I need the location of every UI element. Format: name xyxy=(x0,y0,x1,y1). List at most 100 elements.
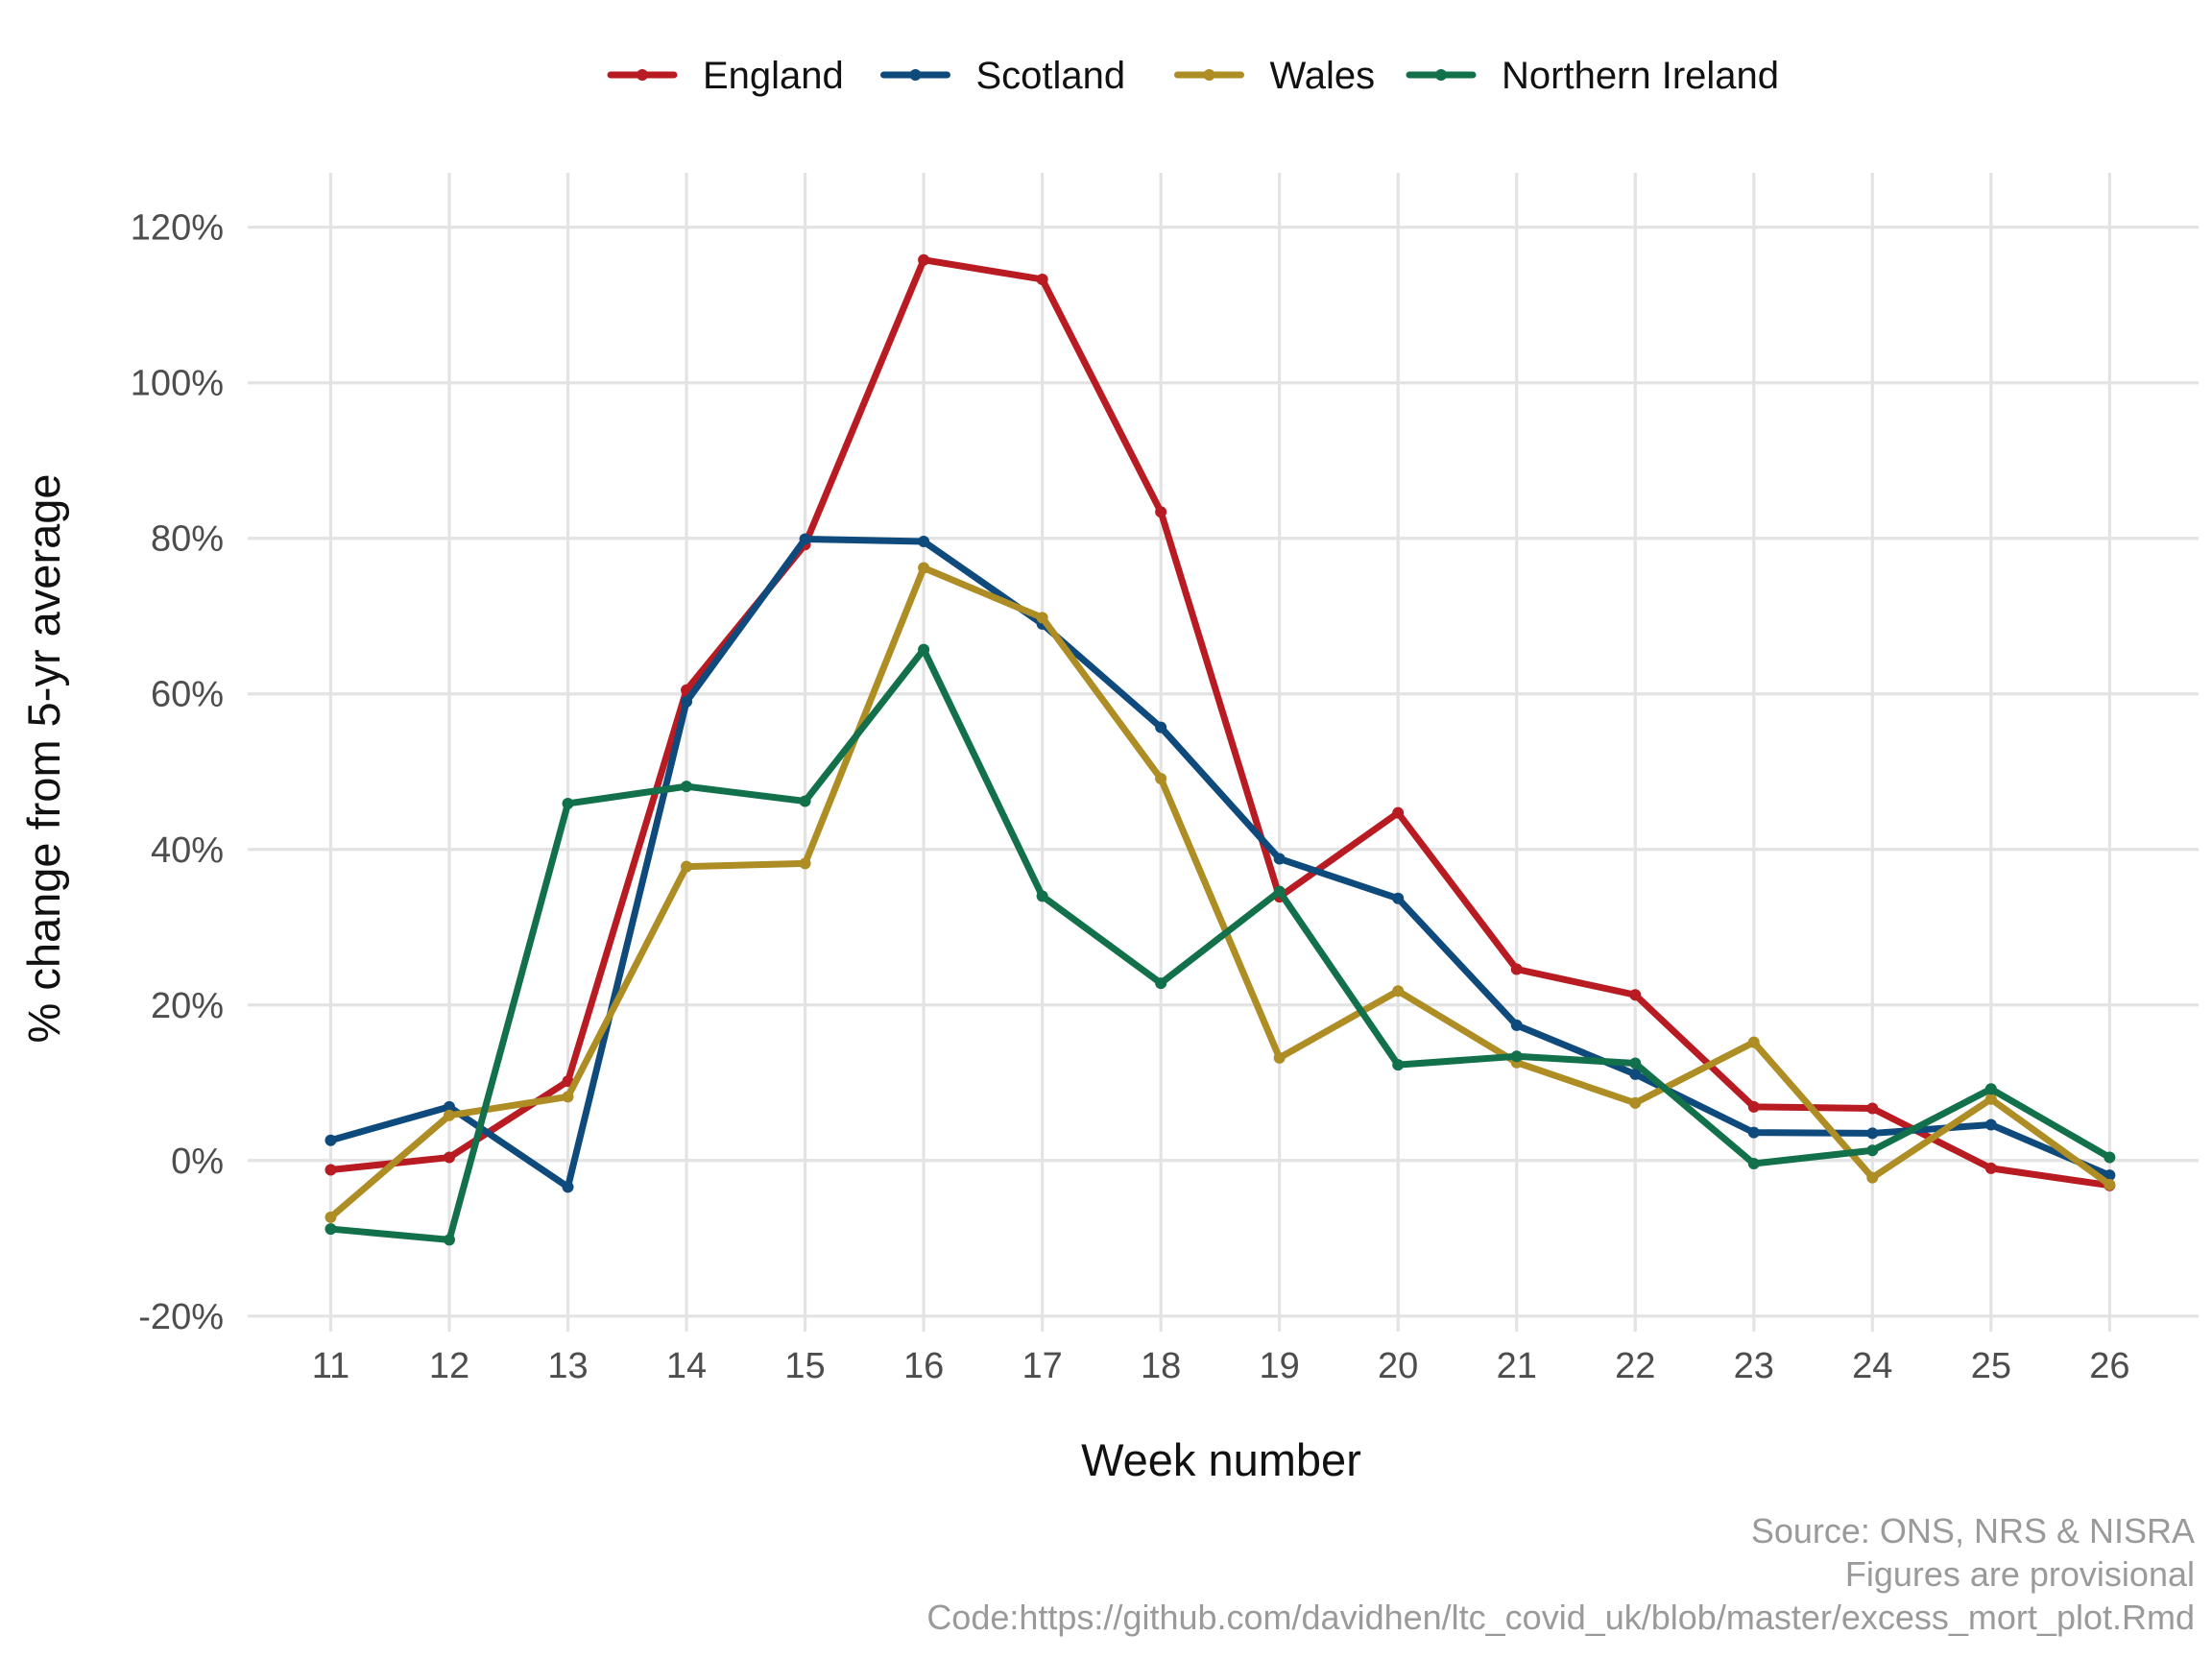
legend-key-point-england xyxy=(637,69,648,81)
caption-source: Source: ONS, NRS & NISRA xyxy=(1751,1511,2195,1551)
x-tick-label: 14 xyxy=(666,1346,707,1386)
x-tick-label: 17 xyxy=(1022,1346,1062,1386)
legend-label-england: England xyxy=(703,55,844,97)
caption: Source: ONS, NRS & NISRA Figures are pro… xyxy=(926,1511,2195,1637)
x-tick-label: 13 xyxy=(547,1346,588,1386)
y-tick-label: 80% xyxy=(151,519,224,560)
data-point-wales xyxy=(1984,1093,1997,1105)
series-scotland xyxy=(325,533,2116,1193)
series-northern-ireland xyxy=(325,643,2116,1246)
data-point-england xyxy=(1510,963,1523,975)
data-point-wales xyxy=(562,1091,574,1103)
y-tick-label: 40% xyxy=(151,830,224,871)
data-point-scotland xyxy=(1984,1118,1997,1131)
data-point-scotland xyxy=(1866,1127,1879,1140)
data-point-england xyxy=(1747,1100,1760,1113)
data-point-england xyxy=(325,1164,337,1176)
data-point-scotland xyxy=(443,1100,455,1113)
data-point-wales xyxy=(1629,1096,1642,1109)
data-point-england xyxy=(1036,273,1048,285)
x-tick-label: 16 xyxy=(903,1346,944,1386)
data-point-england xyxy=(918,253,930,266)
data-point-wales xyxy=(918,562,930,574)
data-point-northern-ireland xyxy=(443,1234,455,1246)
x-tick-label: 12 xyxy=(429,1346,469,1386)
data-point-northern-ireland xyxy=(1629,1057,1642,1070)
series-line-wales xyxy=(326,565,2113,1221)
data-point-england xyxy=(443,1151,455,1164)
legend-label-northern-ireland: Northern Ireland xyxy=(1502,55,1779,97)
data-point-england xyxy=(1866,1102,1879,1115)
legend-key-point-scotland xyxy=(909,69,922,81)
legend-item-england: England xyxy=(607,55,844,97)
data-point-wales xyxy=(1155,773,1167,785)
legend-item-northern-ireland: Northern Ireland xyxy=(1406,55,1779,97)
data-point-northern-ireland xyxy=(1273,885,1286,898)
data-point-northern-ireland xyxy=(1510,1050,1523,1063)
data-point-northern-ireland xyxy=(1866,1144,1879,1157)
data-point-northern-ireland xyxy=(1036,890,1048,902)
y-axis-tick-labels: -20% 0% 20% 40% 60% 80% 100% 120% xyxy=(131,208,224,1337)
data-point-northern-ireland xyxy=(1984,1083,1997,1095)
data-point-northern-ireland xyxy=(1155,977,1167,990)
legend-label-wales: Wales xyxy=(1270,55,1376,97)
series-line-scotland xyxy=(326,536,2113,1190)
data-point-wales xyxy=(1747,1036,1760,1048)
data-point-scotland xyxy=(1510,1019,1523,1031)
x-axis-title: Week number xyxy=(1081,1434,1361,1485)
caption-code-link: Code:https://github.com/davidhen/ltc_cov… xyxy=(926,1598,2195,1637)
data-point-wales xyxy=(325,1211,337,1223)
data-point-wales xyxy=(1866,1171,1879,1184)
y-tick-label: 0% xyxy=(171,1142,224,1182)
series-wales xyxy=(325,562,2116,1223)
data-point-scotland xyxy=(1392,892,1405,904)
x-tick-label: 20 xyxy=(1378,1346,1418,1386)
x-tick-label: 25 xyxy=(1971,1346,2011,1386)
x-tick-label: 11 xyxy=(312,1346,349,1386)
data-point-scotland xyxy=(2104,1169,2116,1182)
data-point-england xyxy=(1392,806,1405,819)
caption-provisional: Figures are provisional xyxy=(1845,1554,2195,1594)
legend-key-point-northern-ireland xyxy=(1435,69,1447,81)
data-point-scotland xyxy=(1155,721,1167,733)
y-tick-label: -20% xyxy=(138,1297,224,1337)
data-point-wales xyxy=(1036,612,1048,624)
data-point-scotland xyxy=(1747,1126,1760,1139)
data-point-northern-ireland xyxy=(2104,1151,2116,1164)
legend-key-point-wales xyxy=(1203,69,1215,81)
data-point-northern-ireland xyxy=(918,643,930,656)
x-tick-label: 26 xyxy=(2089,1346,2129,1386)
x-axis-tick-labels: 11 12 13 14 15 16 17 18 19 20 21 22 23 24 25 26 xyxy=(312,1346,2130,1386)
x-tick-label: 18 xyxy=(1141,1346,1181,1386)
x-tick-label: 19 xyxy=(1260,1346,1300,1386)
x-tick-label: 21 xyxy=(1497,1346,1537,1386)
data-point-wales xyxy=(681,860,693,873)
y-tick-label: 20% xyxy=(151,986,224,1026)
y-tick-label: 100% xyxy=(131,364,224,404)
y-tick-label: 120% xyxy=(131,208,224,249)
x-tick-label: 23 xyxy=(1734,1346,1774,1386)
data-point-england xyxy=(1984,1162,1997,1174)
data-point-england xyxy=(1629,989,1642,1001)
data-point-scotland xyxy=(1629,1068,1642,1080)
series-lines xyxy=(325,253,2116,1246)
data-point-wales xyxy=(799,857,811,870)
data-point-wales xyxy=(1273,1051,1286,1064)
data-point-scotland xyxy=(799,533,811,545)
y-tick-label: 60% xyxy=(151,675,224,715)
data-point-wales xyxy=(1392,985,1405,998)
x-tick-label: 24 xyxy=(1852,1346,1892,1386)
data-point-scotland xyxy=(1273,853,1286,865)
data-point-england xyxy=(1155,506,1167,518)
data-point-northern-ireland xyxy=(681,781,693,793)
data-point-northern-ireland xyxy=(1747,1158,1760,1170)
legend: England Scotland Wales Northern Ireland xyxy=(607,55,1779,97)
data-point-northern-ireland xyxy=(562,797,574,809)
data-point-scotland xyxy=(325,1134,337,1146)
data-point-scotland xyxy=(918,535,930,547)
x-tick-label: 22 xyxy=(1615,1346,1655,1386)
series-line-england xyxy=(326,256,2113,1190)
series-line-northern-ireland xyxy=(326,646,2113,1243)
x-tick-label: 15 xyxy=(784,1346,825,1386)
